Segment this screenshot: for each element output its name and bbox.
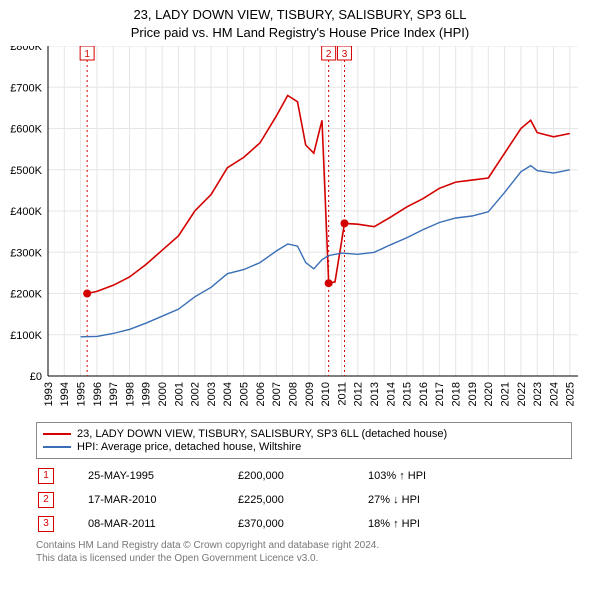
event-marker: 1 xyxy=(38,468,54,484)
event-price: £200,000 xyxy=(238,465,366,487)
events-table: 1 25-MAY-1995£200,000103% ↑ HPI 2 17-MAR-20… xyxy=(36,463,436,537)
legend-swatch-price-paid xyxy=(43,433,71,435)
x-tick-label: 2002 xyxy=(190,382,202,406)
title-line-2: Price paid vs. HM Land Registry's House … xyxy=(0,24,600,42)
legend-label-hpi: HPI: Average price, detached house, Wilt… xyxy=(77,441,301,453)
x-tick-label: 1994 xyxy=(59,382,71,406)
x-tick-label: 2017 xyxy=(434,382,446,406)
event-marker: 2 xyxy=(38,492,54,508)
event-line-id: 1 xyxy=(84,49,90,60)
event-line-id: 2 xyxy=(326,49,332,60)
y-tick-label: £0 xyxy=(30,371,42,383)
x-tick-label: 2007 xyxy=(271,382,283,406)
event-delta: 103% ↑ HPI xyxy=(368,465,434,487)
event-row: 1 25-MAY-1995£200,000103% ↑ HPI xyxy=(38,465,434,487)
legend-swatch-hpi xyxy=(43,446,71,448)
legend: 23, LADY DOWN VIEW, TISBURY, SALISBURY, … xyxy=(36,422,572,459)
x-tick-label: 2018 xyxy=(451,382,463,406)
y-tick-label: £600K xyxy=(10,124,42,136)
x-tick-label: 2010 xyxy=(320,382,332,406)
x-tick-label: 2023 xyxy=(532,382,544,406)
legend-label-price-paid: 23, LADY DOWN VIEW, TISBURY, SALISBURY, … xyxy=(77,428,447,440)
y-tick-label: £800K xyxy=(10,46,42,53)
event-point xyxy=(340,220,348,228)
x-tick-label: 2001 xyxy=(173,382,185,406)
x-tick-label: 2022 xyxy=(516,382,528,406)
chart-svg: £0 £100K £200K £300K £400K £500K £600K £700K £80… xyxy=(0,46,600,416)
x-tick-label: 2013 xyxy=(369,382,381,406)
x-tick-label: 2012 xyxy=(353,382,365,406)
y-tick-label: £100K xyxy=(10,330,42,342)
event-line-id: 3 xyxy=(342,49,348,60)
footer-line-2: This data is licensed under the Open Gov… xyxy=(36,552,572,565)
x-tick-label: 2011 xyxy=(336,382,348,406)
footer: Contains HM Land Registry data © Crown c… xyxy=(36,539,572,565)
y-tick-label: £700K xyxy=(10,83,42,95)
x-tick-label: 2005 xyxy=(239,382,251,406)
plot-bg xyxy=(0,46,600,416)
event-date: 17-MAR-2010 xyxy=(88,489,236,511)
x-tick-label: 2020 xyxy=(483,382,495,406)
x-tick-label: 2008 xyxy=(287,382,299,406)
event-date: 25-MAY-1995 xyxy=(88,465,236,487)
event-date: 08-MAR-2011 xyxy=(88,513,236,535)
chart-area: £0 £100K £200K £300K £400K £500K £600K £700K £80… xyxy=(0,46,600,416)
x-tick-label: 1998 xyxy=(124,382,136,406)
y-tick-label: £400K xyxy=(10,206,42,218)
event-row: 3 08-MAR-2011£370,00018% ↑ HPI xyxy=(38,513,434,535)
footer-line-1: Contains HM Land Registry data © Crown c… xyxy=(36,539,572,552)
x-tick-label: 2000 xyxy=(157,382,169,406)
legend-item-price-paid: 23, LADY DOWN VIEW, TISBURY, SALISBURY, … xyxy=(43,428,565,440)
x-tick-label: 1997 xyxy=(108,382,120,406)
x-tick-label: 2025 xyxy=(565,382,577,406)
x-tick-label: 1993 xyxy=(43,382,55,406)
title-block: 23, LADY DOWN VIEW, TISBURY, SALISBURY, … xyxy=(0,0,600,42)
x-tick-label: 1995 xyxy=(75,382,87,406)
title-line-1: 23, LADY DOWN VIEW, TISBURY, SALISBURY, … xyxy=(0,6,600,24)
event-delta: 27% ↓ HPI xyxy=(368,489,434,511)
x-tick-label: 1996 xyxy=(92,382,104,406)
y-tick-label: £200K xyxy=(10,289,42,301)
y-tick-label: £300K xyxy=(10,248,42,260)
event-point xyxy=(83,290,91,298)
x-tick-label: 2003 xyxy=(206,382,218,406)
x-tick-label: 2004 xyxy=(222,382,234,406)
x-tick-label: 2014 xyxy=(385,382,397,406)
event-row: 2 17-MAR-2010£225,00027% ↓ HPI xyxy=(38,489,434,511)
event-delta: 18% ↑ HPI xyxy=(368,513,434,535)
legend-item-hpi: HPI: Average price, detached house, Wilt… xyxy=(43,441,565,453)
x-tick-label: 1999 xyxy=(141,382,153,406)
event-marker: 3 xyxy=(38,516,54,532)
x-tick-label: 2009 xyxy=(304,382,316,406)
x-tick-label: 2024 xyxy=(548,382,560,406)
x-tick-label: 2021 xyxy=(499,382,511,406)
event-price: £370,000 xyxy=(238,513,366,535)
event-price: £225,000 xyxy=(238,489,366,511)
x-tick-label: 2015 xyxy=(402,382,414,406)
x-tick-label: 2006 xyxy=(255,382,267,406)
x-tick-label: 2016 xyxy=(418,382,430,406)
chart-container: 23, LADY DOWN VIEW, TISBURY, SALISBURY, … xyxy=(0,0,600,590)
event-point xyxy=(325,280,333,288)
y-tick-label: £500K xyxy=(10,165,42,177)
x-tick-label: 2019 xyxy=(467,382,479,406)
